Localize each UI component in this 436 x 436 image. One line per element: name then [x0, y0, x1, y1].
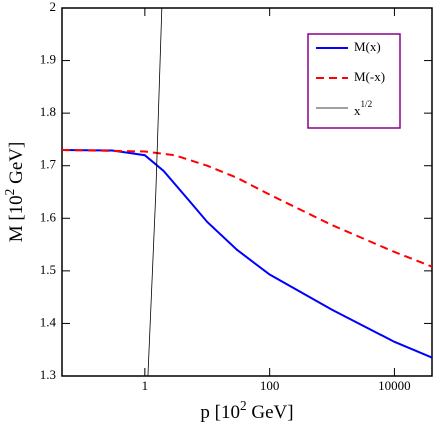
- y-tick-label: 1.3: [40, 367, 56, 382]
- x-tick-label: 1: [142, 378, 149, 393]
- legend-label: M(x): [354, 39, 381, 54]
- series-line: [62, 148, 432, 359]
- y-tick-label: 1.4: [40, 314, 57, 329]
- y-tick-label: 1.6: [40, 209, 57, 224]
- y-tick-label: 1.9: [40, 52, 56, 67]
- legend-label: M(-x): [354, 69, 385, 84]
- x-axis-label: p [102 GeV]: [200, 398, 293, 423]
- y-axis-label: M [102 GeV]: [2, 142, 27, 243]
- series-line: [147, 8, 163, 376]
- y-tick-label: 1.8: [40, 104, 56, 119]
- y-tick-label: 1.5: [40, 262, 56, 277]
- y-tick-label: 1.7: [40, 157, 57, 172]
- x-tick-label: 10000: [378, 378, 411, 393]
- series-line: [62, 148, 432, 268]
- x-tick-label: 100: [260, 378, 280, 393]
- plot-frame: [61, 7, 433, 377]
- legend-label: x1/2: [354, 99, 373, 118]
- y-tick-label: 2: [50, 0, 57, 14]
- legend-box: [307, 33, 401, 129]
